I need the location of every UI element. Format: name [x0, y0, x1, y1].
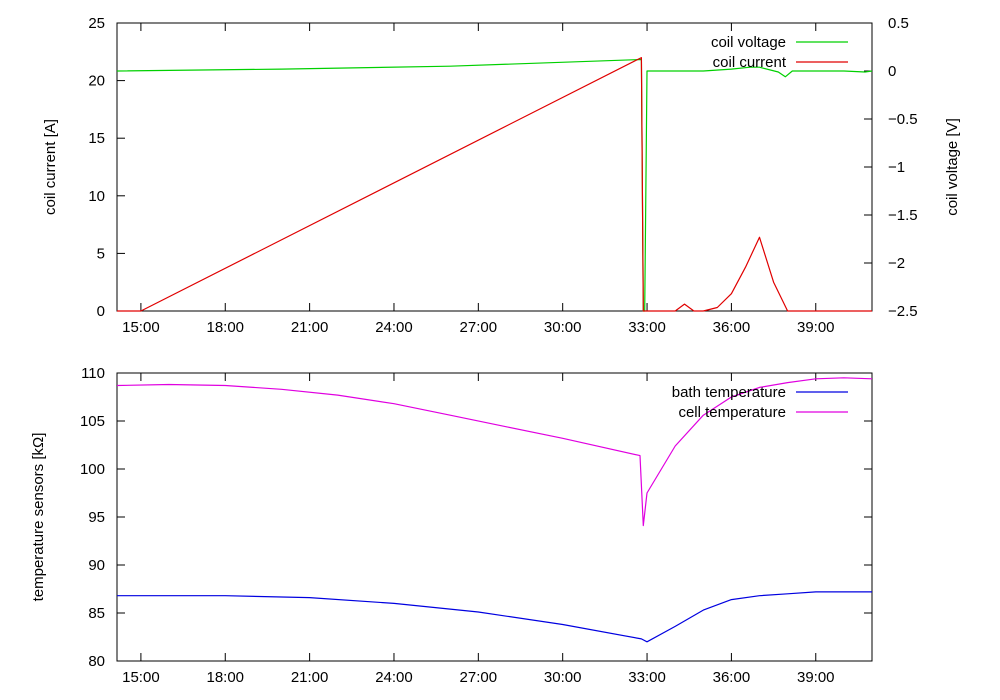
- y2-tick-label: 0.5: [888, 15, 909, 32]
- x-tick-label: 27:00: [460, 319, 498, 336]
- y-tick-label: 95: [88, 509, 105, 526]
- series-line-2: [116, 377, 873, 527]
- x-tick-label: 30:00: [544, 669, 582, 686]
- x-tick-label: 15:00: [122, 669, 160, 686]
- y2-tick-label: −1.5: [888, 207, 918, 224]
- y2-tick-label: −0.5: [888, 111, 918, 128]
- y-tick-label: 90: [88, 557, 105, 574]
- x-tick-label: 39:00: [797, 669, 835, 686]
- y2-tick-label: 0: [888, 63, 896, 80]
- y-axis-label: temperature sensors [kΩ]: [30, 433, 47, 602]
- legend-label: cell temperature: [678, 404, 786, 421]
- y-tick-label: 15: [88, 130, 105, 147]
- y2-tick-label: −2.5: [888, 303, 918, 320]
- x-tick-label: 36:00: [713, 669, 751, 686]
- chart-panel-2: 15:00 18:00 21:00 24:00 27:00 30:00 33:00 36:00…: [30, 365, 873, 686]
- x-tick-label: 18:00: [206, 669, 244, 686]
- y-tick-label: 25: [88, 15, 105, 32]
- y2-tick-label: −1: [888, 159, 905, 176]
- series-line-1: [116, 58, 873, 312]
- x-tick-label: 33:00: [628, 319, 666, 336]
- x-tick-label: 21:00: [291, 319, 329, 336]
- y-tick-label: 80: [88, 653, 105, 670]
- y-tick-label: 85: [88, 605, 105, 622]
- x-tick-label: 36:00: [713, 319, 751, 336]
- x-tick-label: 27:00: [460, 669, 498, 686]
- y2-tick-label: −2: [888, 255, 905, 272]
- x-tick-label: 33:00: [628, 669, 666, 686]
- y-tick-label: 100: [80, 461, 105, 478]
- y-tick-label: 0: [97, 303, 105, 320]
- legend-label: coil voltage: [711, 34, 786, 51]
- legend-label: bath temperature: [672, 384, 786, 401]
- y-tick-label: 105: [80, 413, 105, 430]
- y-tick-label: 10: [88, 188, 105, 205]
- y2-axis-label: coil voltage [V]: [944, 118, 961, 216]
- y-tick-label: 5: [97, 245, 105, 262]
- y-tick-label: 20: [88, 73, 105, 90]
- x-tick-label: 21:00: [291, 669, 329, 686]
- series-line-1: [117, 591, 872, 643]
- x-tick-label: 30:00: [544, 319, 582, 336]
- y-axis-label: coil current [A]: [42, 119, 59, 215]
- x-tick-label: 39:00: [797, 319, 835, 336]
- y-tick-label: 110: [81, 365, 105, 382]
- series-line-2: [117, 56, 872, 312]
- x-tick-label: 18:00: [206, 319, 244, 336]
- x-tick-label: 15:00: [122, 319, 160, 336]
- x-tick-label: 24:00: [375, 319, 413, 336]
- x-tick-label: 24:00: [375, 669, 413, 686]
- legend-label: coil current: [713, 54, 787, 71]
- chart-panel-1: 15:00 18:00 21:00 24:00 27:00 30:00 33:00 36:00…: [42, 15, 961, 336]
